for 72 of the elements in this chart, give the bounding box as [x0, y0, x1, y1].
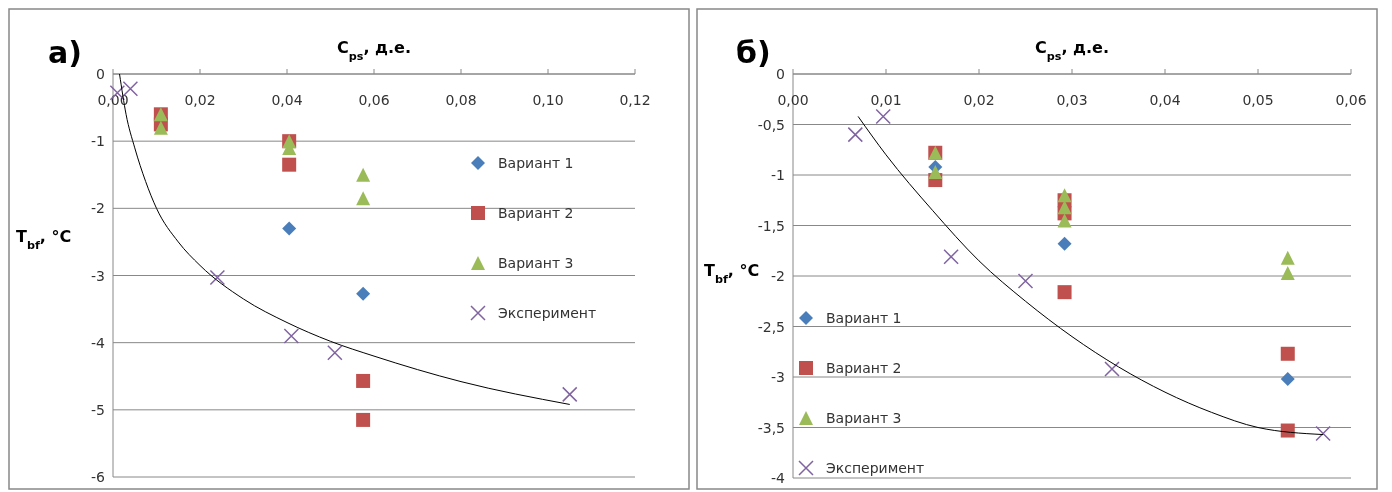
y-tick-label: -1: [771, 167, 785, 183]
point: [1104, 361, 1120, 377]
point: [1017, 273, 1034, 289]
x-tick-label: 0,03: [1056, 92, 1088, 108]
point: [847, 126, 864, 143]
x-axis-title: C$_{ps}$, д.е.: [1035, 38, 1109, 63]
legend-label: Эксперимент: [826, 460, 925, 476]
legend-label: Вариант 3: [498, 255, 574, 271]
y-tick-label: -2: [771, 268, 785, 284]
y-tick-label: -4: [771, 470, 786, 486]
point: [327, 344, 343, 361]
point: [1280, 250, 1295, 265]
legend-label: Вариант 1: [826, 310, 902, 326]
point: [283, 328, 300, 344]
y-axis-title: T$_{bf}$, °C: [16, 226, 72, 252]
point: [943, 249, 959, 265]
point: [356, 167, 371, 182]
point: [1057, 285, 1072, 300]
point: [928, 164, 943, 179]
x-tick-label: 0,01: [870, 92, 902, 108]
point: [209, 269, 226, 286]
y-tick-label: -1,5: [757, 217, 785, 234]
x-tick-label: 0,10: [532, 92, 564, 108]
chart-title: а): [48, 35, 82, 70]
legend-label: Вариант 1: [498, 155, 574, 171]
y-tick-label: -3,5: [757, 419, 785, 436]
point: [1057, 200, 1072, 215]
x-tick-label: 0,06: [358, 92, 390, 108]
point: [356, 412, 371, 427]
point: [282, 221, 297, 236]
x-tick-label: 0,05: [1242, 92, 1274, 108]
point: [1057, 188, 1072, 203]
point: [1057, 236, 1072, 251]
y-tick-label: -3: [91, 267, 105, 284]
point: [1280, 372, 1295, 387]
point: [282, 157, 297, 172]
point: [356, 191, 371, 206]
point: [1315, 425, 1331, 442]
legend-label: Вариант 3: [826, 410, 902, 426]
chart-title: б): [736, 35, 771, 70]
x-tick-label: 0,04: [271, 92, 303, 108]
y-tick-label: 0: [96, 66, 105, 82]
legend-label: Вариант 2: [826, 360, 902, 376]
y-tick-label: -3: [771, 369, 785, 385]
point: [562, 386, 578, 403]
point: [1280, 265, 1295, 280]
y-tick-label: -4: [91, 334, 106, 351]
x-tick-label: 0,08: [445, 92, 477, 108]
point: [356, 286, 371, 301]
y-tick-label: 0: [776, 66, 785, 82]
y-tick-label: -6: [91, 469, 106, 485]
x-tick-label: 0,06: [1335, 92, 1367, 108]
legend-label: Эксперимент: [498, 305, 597, 321]
y-tick-label: -1: [91, 133, 105, 150]
x-tick-label: 0,00: [777, 92, 809, 108]
point: [1057, 213, 1072, 228]
point: [1280, 423, 1295, 438]
x-tick-label: 0,04: [1149, 92, 1181, 108]
y-axis-title: T$_{bf}$, °C: [704, 261, 760, 286]
point: [122, 81, 139, 97]
point: [875, 108, 891, 125]
point: [1280, 346, 1295, 361]
point: [356, 373, 371, 388]
y-tick-label: -2,5: [757, 318, 785, 335]
y-tick-label: -0,5: [757, 116, 785, 133]
y-tick-label: -2: [91, 200, 105, 217]
y-tick-label: -5: [91, 401, 105, 418]
x-tick-label: 0,02: [184, 92, 216, 108]
x-tick-label: 0,12: [619, 92, 651, 108]
x-tick-label: 0,02: [963, 92, 995, 108]
x-axis-title: C$_{ps}$, д.е.: [337, 38, 411, 63]
legend-label: Вариант 2: [498, 205, 574, 221]
